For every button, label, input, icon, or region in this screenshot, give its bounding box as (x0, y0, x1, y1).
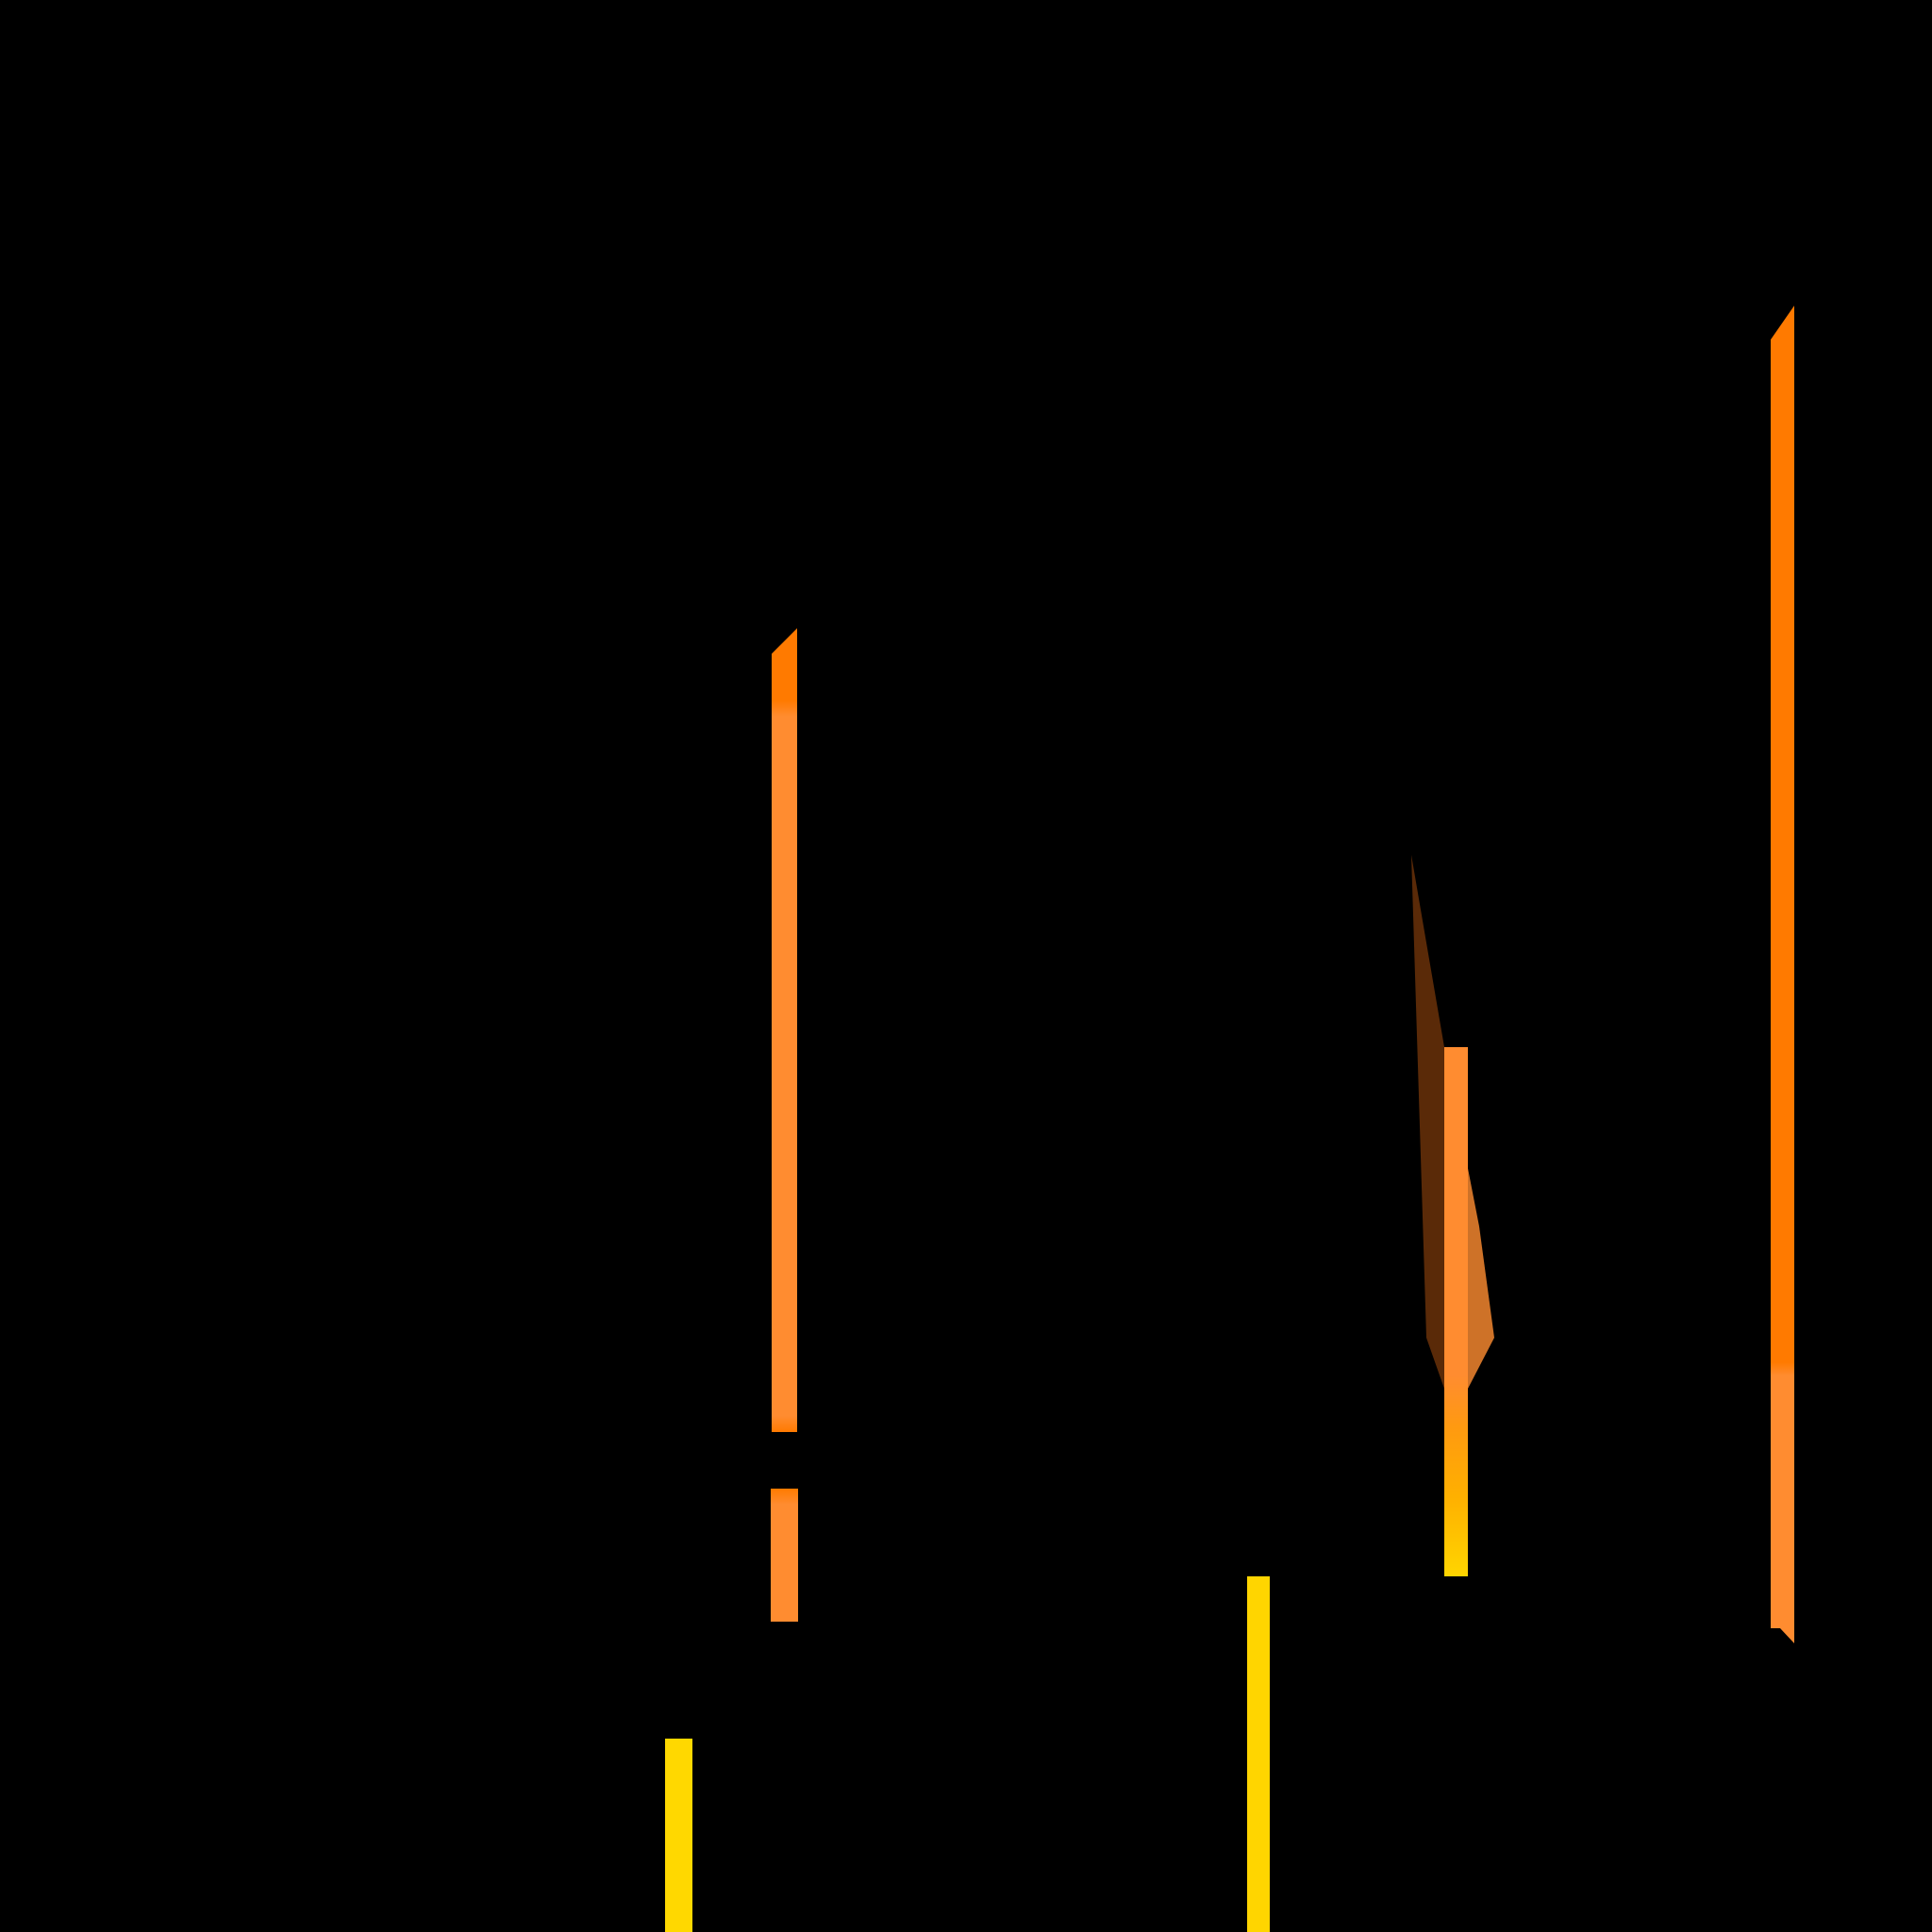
mid-gradient-stripe (1444, 1047, 1468, 1576)
center-yellow-stripe (1247, 1576, 1270, 1932)
left-orange-stripe-lower (771, 1489, 798, 1622)
brown-leaf-shape-dark (1411, 855, 1444, 1389)
left-yellow-stripe (665, 1739, 692, 1932)
right-orange-stripe (1771, 306, 1794, 1643)
left-orange-stripe-upper (772, 628, 797, 1432)
